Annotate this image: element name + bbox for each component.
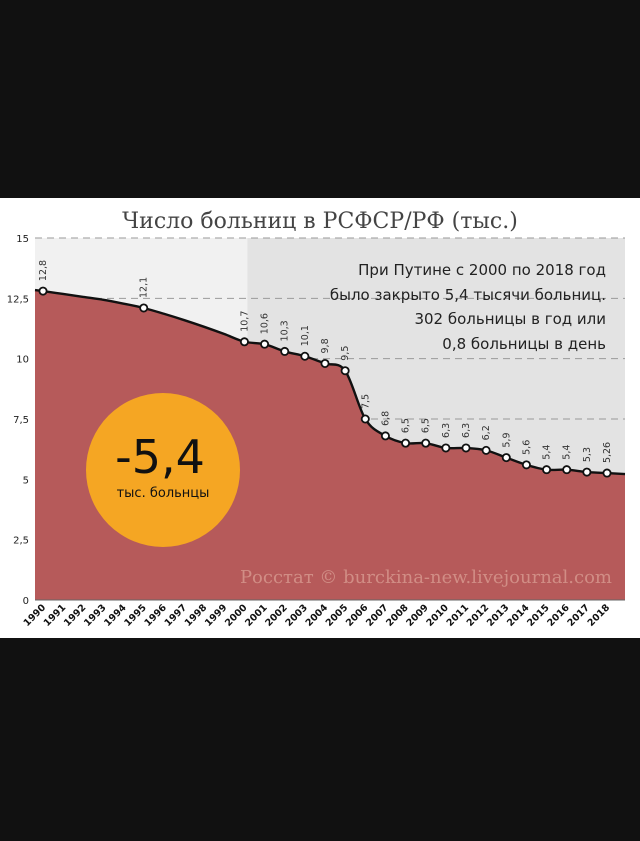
data-point-2013 xyxy=(501,453,511,463)
data-label-2015: 5,4 xyxy=(542,445,553,460)
data-point-2003 xyxy=(300,351,310,361)
data-label-2006: 7,5 xyxy=(360,394,371,409)
data-label-1995: 12,1 xyxy=(139,277,150,298)
annotation-text: При Путине с 2000 по 2018 год было закры… xyxy=(330,261,606,353)
data-label-2010: 6,3 xyxy=(441,423,452,438)
bottom-black-frame xyxy=(0,638,640,837)
annotation-line-2: было закрыто 5,4 тысячи больниц. xyxy=(330,286,606,304)
data-point-2011 xyxy=(461,443,471,453)
data-point-2008 xyxy=(401,438,411,448)
data-point-2009 xyxy=(421,438,431,448)
data-point-2004 xyxy=(320,358,330,368)
data-label-1990: 12,8 xyxy=(38,260,49,281)
y-axis-ticks: 0 2,5 5 7,5 10 12,5 15 xyxy=(7,234,29,607)
data-point-2014 xyxy=(521,460,531,470)
watermark: Росстат © burckina-new.livejournal.com xyxy=(240,567,612,588)
data-label-2018: 5,26 xyxy=(602,442,613,463)
data-label-2002: 10,3 xyxy=(280,320,291,341)
data-point-2001 xyxy=(260,339,270,349)
data-label-2016: 5,4 xyxy=(562,445,573,460)
data-point-2012 xyxy=(481,445,491,455)
data-label-2013: 5,9 xyxy=(501,433,512,448)
data-point-2015 xyxy=(542,465,552,475)
badge-circle xyxy=(86,393,240,547)
data-label-2000: 10,7 xyxy=(239,311,250,332)
data-point-2006 xyxy=(360,414,370,424)
data-point-2018 xyxy=(602,468,612,478)
y-tick-label: 5 xyxy=(23,475,29,486)
y-tick-label: 2,5 xyxy=(13,536,29,547)
decline-badge: -5,4 тыс. больнцы xyxy=(86,393,240,547)
data-label-2011: 6,3 xyxy=(461,423,472,438)
data-point-2002 xyxy=(280,346,290,356)
data-label-2004: 9,8 xyxy=(320,338,331,353)
data-point-2010 xyxy=(441,443,451,453)
y-tick-label: 7,5 xyxy=(13,415,29,426)
data-point-1990 xyxy=(38,286,48,296)
badge-caption: тыс. больнцы xyxy=(117,486,210,501)
data-point-1995 xyxy=(139,303,149,313)
data-labels: 12,8 12,1 10,7 10,6 10,3 10,1 9,8 9,5 7,5 6,8 6,5 6… xyxy=(38,260,613,463)
data-point-2016 xyxy=(562,465,572,475)
chart-title: Число больниц в РСФСР/РФ (тыс.) xyxy=(122,209,518,234)
annotation-line-4: 0,8 больницы в день xyxy=(442,335,606,353)
data-points xyxy=(38,286,612,478)
data-label-2007: 6,8 xyxy=(380,411,391,426)
top-black-frame xyxy=(0,0,640,198)
data-label-2012: 6,2 xyxy=(481,425,492,440)
y-tick-label: 0 xyxy=(23,596,29,607)
badge-value: -5,4 xyxy=(115,430,205,484)
y-tick-label: 15 xyxy=(16,234,29,245)
annotation-line-1: При Путине с 2000 по 2018 год xyxy=(358,261,606,279)
y-tick-label: 12,5 xyxy=(7,294,29,305)
data-point-2005 xyxy=(340,366,350,376)
data-point-2017 xyxy=(582,467,592,477)
data-label-2001: 10,6 xyxy=(260,313,271,334)
data-label-2003: 10,1 xyxy=(300,325,311,346)
data-label-2017: 5,3 xyxy=(582,447,593,462)
y-tick-label: 10 xyxy=(16,355,29,366)
data-label-2009: 6,5 xyxy=(421,418,432,433)
data-point-2007 xyxy=(380,431,390,441)
data-point-2000 xyxy=(239,337,249,347)
data-label-2014: 5,6 xyxy=(521,440,532,455)
annotation-line-3: 302 больницы в год или xyxy=(414,310,606,328)
data-label-2008: 6,5 xyxy=(401,418,412,433)
data-label-2005: 9,5 xyxy=(340,346,351,361)
